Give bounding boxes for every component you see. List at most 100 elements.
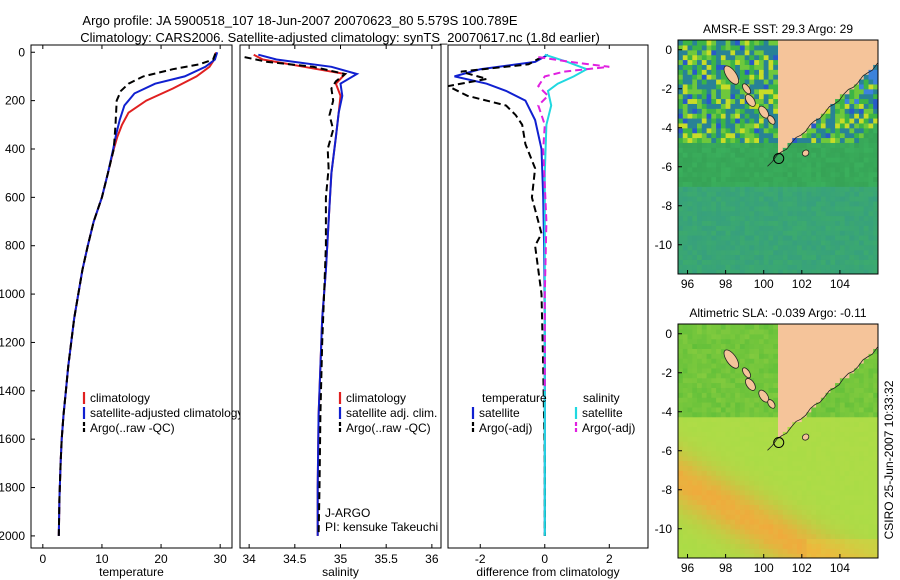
map-cell [830, 548, 836, 554]
map-cell [830, 59, 836, 65]
map-cell [711, 239, 717, 246]
map-cell [806, 343, 812, 349]
map-cell [701, 480, 708, 486]
y-tick-label: -4 [661, 405, 672, 419]
map-cell [744, 59, 751, 65]
map-cell [687, 450, 693, 457]
map-cell [873, 244, 878, 251]
map-cell [768, 455, 774, 462]
map-cell [844, 113, 851, 119]
map-cell [701, 358, 708, 364]
map-cell [730, 152, 736, 158]
map-cell [839, 122, 846, 129]
map-cell [730, 157, 736, 163]
map-cell [868, 402, 874, 408]
map-cell [749, 40, 755, 46]
map-cell [759, 460, 765, 466]
map-cell [749, 504, 755, 510]
map-cell [811, 239, 817, 246]
map-cell [811, 324, 817, 330]
map-cell [697, 465, 703, 471]
map-cell [735, 377, 741, 384]
map-cell [863, 113, 870, 119]
map-cell [768, 367, 774, 374]
map-cell [720, 416, 727, 423]
map-cell [744, 230, 751, 236]
map-cell [763, 450, 770, 457]
map-cell [816, 74, 822, 80]
map-cell [706, 348, 712, 354]
map-cell [701, 210, 708, 217]
map-cell [744, 343, 751, 349]
map-cell [873, 147, 878, 153]
map-cell [730, 445, 736, 452]
map-cell [863, 235, 870, 241]
map-cell [811, 69, 817, 75]
map-cell [839, 259, 846, 265]
map-cell [825, 519, 831, 525]
map-cell [720, 484, 727, 491]
map-cell [739, 484, 746, 491]
map-cell [844, 254, 851, 260]
map-cell [854, 122, 860, 129]
map-cell [854, 504, 860, 510]
map-cell [849, 528, 855, 535]
map-cell [782, 367, 789, 374]
map-cell [792, 363, 798, 369]
map-cell [682, 377, 689, 384]
map-cell [816, 484, 822, 491]
map-cell [863, 426, 870, 432]
map-cell [797, 372, 803, 379]
map-cell [735, 450, 741, 457]
map-cell [792, 186, 798, 192]
map-cell [759, 543, 765, 549]
map-cell [816, 324, 822, 330]
map-cell [778, 514, 784, 520]
map-cell [839, 215, 846, 221]
map-cell [811, 416, 817, 423]
map-cell [720, 196, 727, 202]
map-cell [768, 553, 774, 558]
map-cell [849, 152, 855, 158]
map-cell [825, 397, 831, 403]
map-cell [854, 538, 860, 544]
map-cell [678, 210, 684, 217]
map-cell [725, 460, 731, 466]
map-cell [825, 523, 831, 530]
map-cell [839, 69, 846, 75]
map-cell [820, 489, 827, 496]
x-tick-label: 36 [425, 552, 439, 566]
map-cell [811, 489, 817, 496]
map-cell [863, 249, 870, 256]
map-cell [692, 553, 698, 558]
x-tick-label: 0 [541, 552, 548, 566]
map-cell [825, 543, 831, 549]
map-cell [678, 406, 684, 413]
map-cell [787, 484, 793, 491]
map-cell [697, 509, 703, 515]
map-cell [806, 363, 812, 369]
map-cell [816, 230, 822, 236]
map-cell [859, 205, 865, 212]
map-cell [868, 475, 874, 481]
map-cell [844, 372, 851, 379]
map-cell [792, 40, 798, 46]
map-cell [849, 411, 855, 418]
map-cell [735, 215, 741, 221]
map-cell [868, 519, 874, 525]
map-cell [716, 113, 722, 119]
map-cell [835, 64, 841, 70]
map-cell [797, 118, 803, 124]
map-cell [820, 264, 827, 270]
map-cell [820, 200, 827, 207]
map-cell [839, 475, 846, 481]
map-cell [873, 445, 878, 452]
map-cell [768, 519, 774, 525]
map-cell [773, 509, 779, 515]
map-cell [787, 494, 793, 501]
map-cell [863, 324, 870, 330]
map-cell [839, 98, 846, 104]
map-cell [706, 553, 712, 558]
map-cell [773, 147, 779, 153]
map-cell [768, 328, 774, 335]
